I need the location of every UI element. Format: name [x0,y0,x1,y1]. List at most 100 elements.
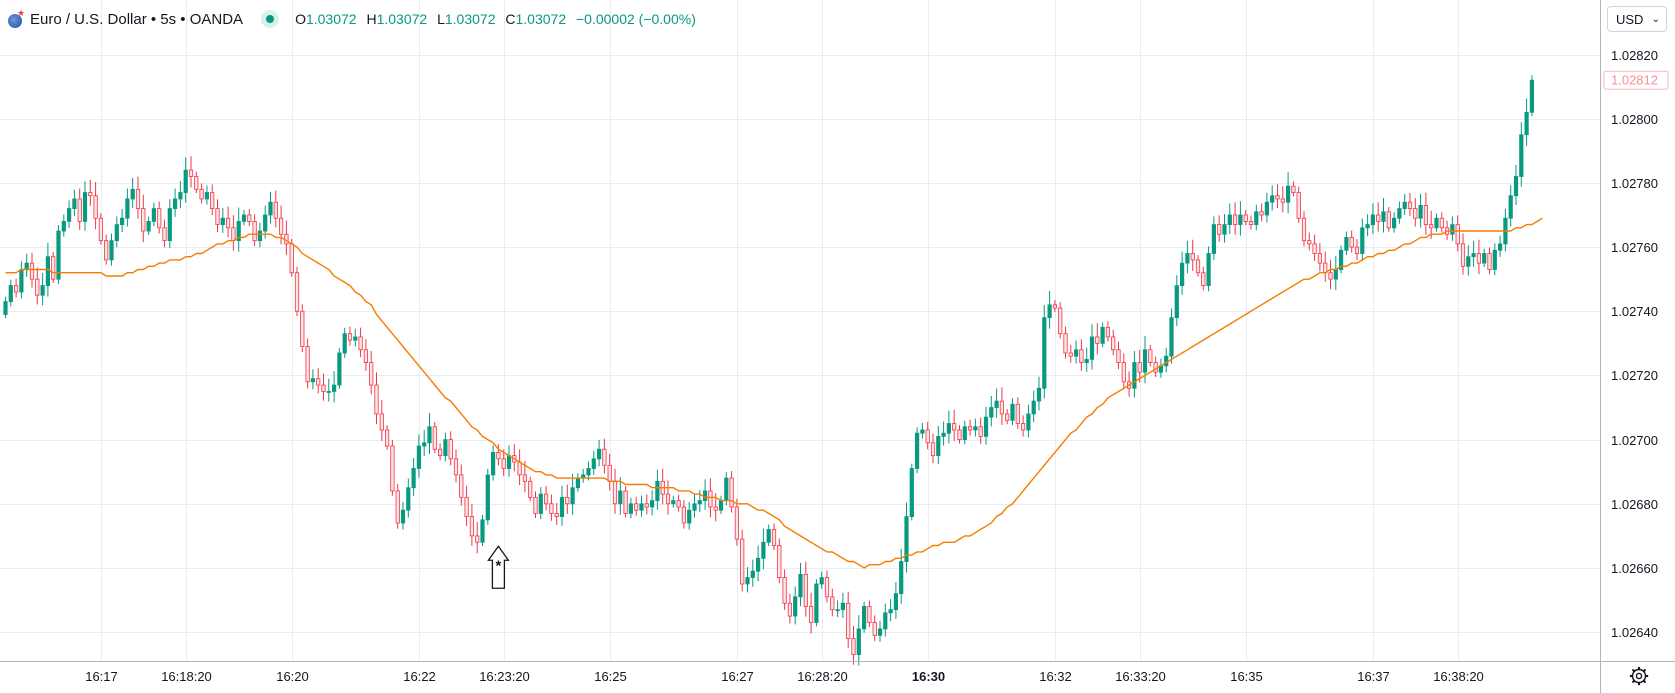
candle-body [1121,362,1126,383]
candle-body [1328,272,1333,280]
candle-down [771,523,777,551]
candle-body [1222,224,1227,235]
candle-body [157,208,162,229]
candle-body [1291,185,1296,193]
candle-body [745,577,750,585]
settings-gear-icon[interactable] [1629,666,1649,686]
market-status-icon[interactable] [261,10,280,28]
currency-select[interactable]: USD ⌄ [1607,6,1667,32]
candle-body [925,429,930,444]
candle-up [1344,231,1349,256]
candle-down [1323,251,1328,282]
candle-up [1471,240,1476,267]
candle-up [1524,98,1529,146]
candle-body [575,477,581,489]
candle-body [231,227,236,242]
candle-up [538,487,543,520]
candle-up [427,412,432,454]
candle-down [284,220,289,255]
candle-body [915,432,920,469]
candle-down [188,156,194,188]
candle-body [999,400,1005,415]
candle-body [464,496,469,518]
chevron-down-icon: ⌄ [1651,13,1660,25]
candle-body [538,493,543,514]
candle-body [1466,256,1471,267]
candle-body [650,500,655,508]
candle-down [1275,184,1280,209]
candle-up [862,601,867,633]
candle-body [761,541,766,559]
candle-down [384,425,390,450]
candle-up [586,461,591,481]
candle-body [930,442,936,457]
candle-up [1418,193,1423,228]
candle-body [766,529,771,543]
candle-body [225,217,231,229]
price-tick-label: 1.02780 [1611,176,1658,191]
candle-down [729,471,734,513]
candle-body [1407,201,1413,209]
candle-body [1360,227,1365,254]
candle-body [437,448,443,457]
candle-body [824,577,830,598]
last-price-label: 1.02812 [1603,70,1669,90]
candle-up [766,524,771,547]
candle-body [337,352,342,386]
candle-body [241,214,247,222]
candle-body [1275,195,1280,200]
candle-down [809,592,814,634]
time-tick-label: 16:18:20 [161,669,212,684]
candle-body [1286,185,1291,203]
candle-down [1301,211,1307,247]
candle-body [1460,243,1466,267]
candle-body [331,384,337,392]
candle-body [888,609,893,614]
candle-body [893,593,899,611]
candle-body [1455,224,1460,245]
candle-body [1137,362,1142,373]
candle-up [406,478,411,518]
candle-body [289,243,294,274]
candle-body [1439,217,1444,229]
candle-down [1317,243,1322,272]
candle-body [1148,349,1153,363]
candle-down [1455,215,1460,252]
candle-down [522,461,528,493]
price-tick-label: 1.02680 [1611,497,1658,512]
candle-up [888,599,893,622]
candle-up [172,188,178,217]
candle-down [846,591,851,648]
candle-down [999,387,1005,425]
candle-body [1344,237,1349,251]
candle-up [1206,246,1211,292]
candle-down [1195,255,1201,277]
candle-up [220,207,225,233]
candle-down [1153,356,1158,377]
candle-body [130,188,135,200]
candle-body [61,221,66,232]
candle-down [464,485,469,526]
candle-up [1084,347,1089,372]
candle-body [183,169,188,193]
candle-body [236,221,241,242]
candle-up [130,177,135,209]
candle-body [994,400,999,408]
low-key: L [437,11,445,27]
symbol-title[interactable]: Euro / U.S. Dollar • 5s • OANDA [30,10,244,28]
candle-body [432,426,437,450]
candle-body [427,426,432,444]
candle-body [1370,214,1375,226]
candle-down [305,338,310,389]
candle-down [1386,206,1391,232]
candle-body [353,336,358,341]
open-key: O [295,11,306,27]
candle-body [1100,326,1105,344]
candle-down [1063,326,1068,359]
candle-down [501,449,506,476]
candle-down [867,600,872,628]
candle-up [485,468,490,525]
candle-up [639,495,644,517]
low-value: 1.03072 [444,11,496,27]
